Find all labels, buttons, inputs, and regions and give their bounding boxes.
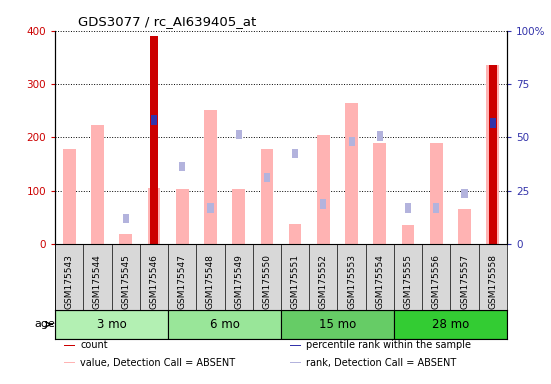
Bar	[207, 203, 214, 212]
Bar	[292, 149, 298, 158]
Text: GSM175547: GSM175547	[177, 254, 187, 309]
Text: GSM175548: GSM175548	[206, 254, 215, 309]
Bar	[150, 36, 158, 244]
Text: GSM175553: GSM175553	[347, 254, 356, 309]
Text: percentile rank within the sample: percentile rank within the sample	[306, 340, 471, 350]
Text: age: age	[34, 319, 55, 329]
Bar	[461, 189, 468, 198]
Text: GDS3077 / rc_AI639405_at: GDS3077 / rc_AI639405_at	[78, 15, 256, 28]
Bar	[64, 362, 75, 363]
Text: GSM175554: GSM175554	[375, 254, 385, 309]
Bar	[233, 189, 245, 244]
Text: GSM175545: GSM175545	[121, 254, 130, 309]
Bar	[264, 172, 270, 182]
Bar	[204, 109, 217, 244]
Bar	[64, 344, 75, 346]
Text: GSM175549: GSM175549	[234, 254, 243, 309]
Bar	[168, 310, 281, 339]
Text: 15 mo: 15 mo	[319, 318, 356, 331]
Bar	[122, 214, 129, 223]
Text: GSM175555: GSM175555	[403, 254, 413, 309]
Bar	[120, 234, 132, 244]
Bar	[317, 135, 329, 244]
Text: 6 mo: 6 mo	[209, 318, 240, 331]
Bar	[374, 143, 386, 244]
Bar	[345, 103, 358, 244]
Bar	[490, 118, 496, 128]
Bar	[458, 209, 471, 244]
Text: GSM175543: GSM175543	[64, 254, 74, 309]
Bar	[148, 188, 160, 244]
Text: GSM175550: GSM175550	[262, 254, 272, 309]
Bar	[394, 310, 507, 339]
Bar	[348, 137, 355, 146]
Bar	[235, 130, 242, 139]
Bar	[433, 204, 440, 213]
Bar	[405, 204, 411, 213]
Bar	[490, 118, 496, 128]
Bar	[179, 162, 185, 172]
Bar	[489, 65, 497, 244]
Bar	[281, 310, 394, 339]
Bar	[151, 115, 157, 124]
Bar	[430, 143, 442, 244]
Text: GSM175551: GSM175551	[290, 254, 300, 309]
Text: GSM175558: GSM175558	[488, 254, 498, 309]
Bar	[290, 344, 301, 346]
Bar	[487, 65, 499, 244]
Bar	[290, 362, 301, 363]
Text: GSM175556: GSM175556	[432, 254, 441, 309]
Bar	[377, 131, 383, 141]
Bar	[402, 225, 414, 244]
Text: count: count	[80, 340, 108, 350]
Bar	[63, 149, 75, 244]
Text: 3 mo: 3 mo	[97, 318, 126, 331]
Text: 28 mo: 28 mo	[432, 318, 469, 331]
Text: value, Detection Call = ABSENT: value, Detection Call = ABSENT	[80, 358, 235, 367]
Bar	[176, 189, 188, 244]
Text: GSM175544: GSM175544	[93, 254, 102, 309]
Text: GSM175552: GSM175552	[319, 254, 328, 309]
Text: GSM175557: GSM175557	[460, 254, 469, 309]
Bar	[261, 149, 273, 244]
Text: rank, Detection Call = ABSENT: rank, Detection Call = ABSENT	[306, 358, 457, 367]
Text: GSM175546: GSM175546	[149, 254, 159, 309]
Bar	[55, 310, 168, 339]
Bar	[289, 224, 301, 244]
Bar	[320, 199, 327, 209]
Bar	[91, 124, 104, 244]
